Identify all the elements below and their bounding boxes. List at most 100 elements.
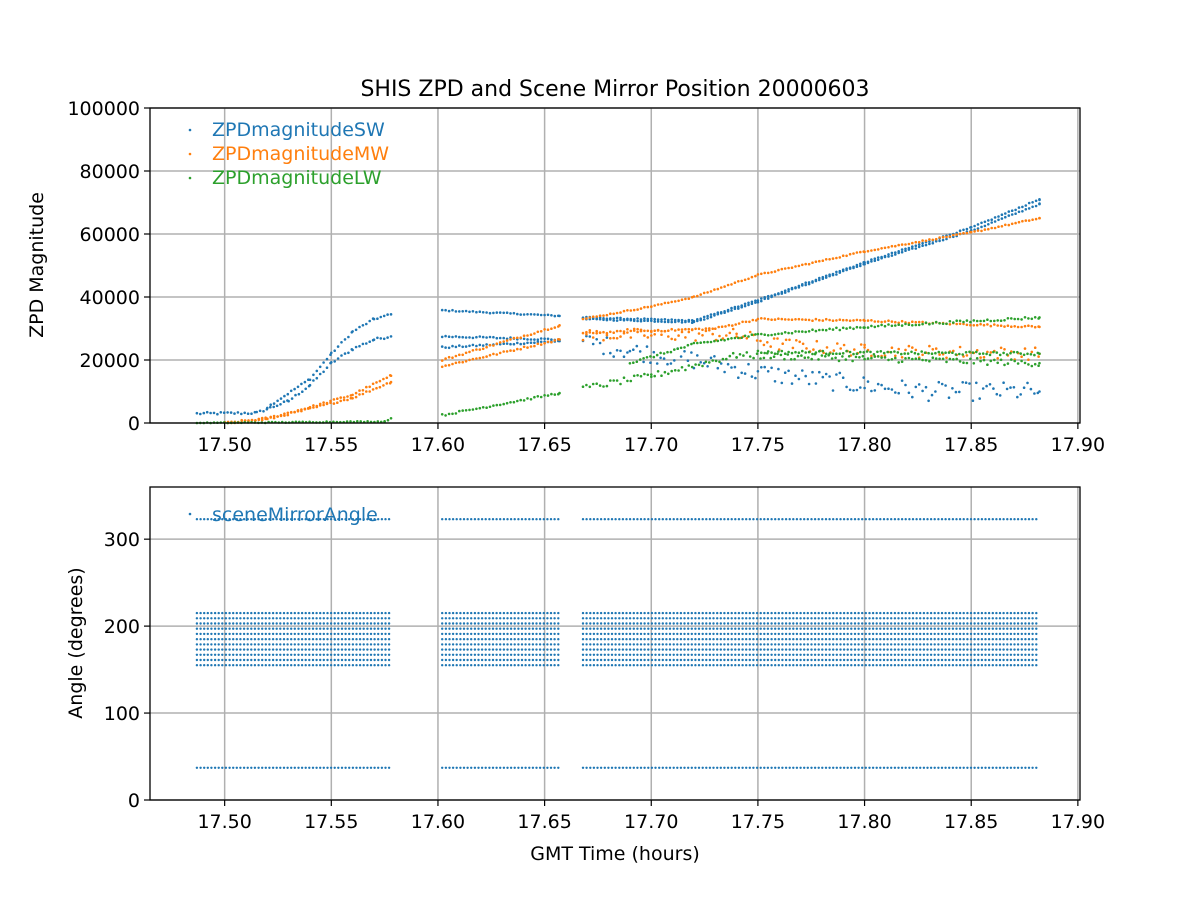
x-tick-label: 17.65: [517, 434, 571, 456]
data-point: [853, 658, 857, 662]
data-point: [1031, 218, 1034, 221]
data-point: [984, 622, 987, 625]
data-point: [199, 664, 202, 667]
data-point: [242, 658, 246, 662]
data-point: [380, 611, 384, 615]
data-point: [814, 329, 818, 333]
data-point: [887, 358, 890, 362]
data-point: [636, 766, 639, 769]
data-point: [366, 611, 369, 615]
data-point: [632, 664, 635, 667]
data-point: [929, 518, 933, 521]
data-point: [795, 766, 799, 769]
data-point: [828, 648, 831, 651]
data-point: [535, 664, 538, 667]
data-point: [549, 627, 553, 630]
data-point: [951, 653, 955, 656]
data-point: [759, 658, 762, 662]
data-point: [699, 318, 702, 322]
data-point: [557, 766, 560, 769]
data-point: [661, 664, 664, 667]
data-point: [470, 627, 473, 630]
data-point: [491, 658, 495, 662]
data-point: [599, 617, 603, 620]
data-point: [210, 632, 213, 636]
data-point: [202, 411, 206, 415]
data-point: [679, 346, 683, 350]
data-point: [384, 653, 387, 656]
data-point: [701, 653, 704, 656]
data-point: [673, 318, 677, 322]
data-point: [628, 638, 632, 641]
data-point: [750, 300, 754, 304]
data-point: [268, 766, 271, 769]
data-point: [246, 617, 249, 620]
data-point: [821, 319, 825, 322]
data-point: [1010, 222, 1014, 226]
data-point: [773, 352, 777, 356]
data-point: [257, 766, 260, 769]
data-point: [770, 766, 773, 769]
data-point: [795, 638, 799, 641]
data-point: [358, 648, 362, 651]
data-point: [868, 653, 871, 656]
data-point: [904, 518, 907, 521]
data-point: [526, 397, 529, 400]
data-point: [319, 653, 322, 656]
data-point: [506, 518, 509, 521]
data-point: [549, 518, 553, 521]
data-point: [697, 627, 701, 630]
data-point: [810, 664, 813, 667]
data-point: [665, 622, 668, 625]
data-point: [509, 648, 513, 651]
data-point: [908, 653, 911, 656]
data-point: [461, 409, 465, 412]
data-point: [842, 638, 846, 641]
data-point: [857, 664, 860, 667]
data-point: [868, 648, 871, 651]
data-point: [672, 627, 675, 630]
data-point: [824, 328, 828, 332]
data-point: [995, 611, 998, 615]
data-point: [358, 617, 362, 620]
data-point: [745, 653, 748, 656]
data-point: [958, 352, 961, 356]
data-point: [875, 632, 878, 636]
data-point: [308, 627, 311, 630]
data-point: [473, 638, 477, 641]
data-point: [893, 766, 897, 769]
data-point: [283, 394, 286, 398]
data-point: [337, 664, 340, 667]
data-point: [499, 658, 502, 662]
data-point: [333, 611, 336, 615]
data-point: [1029, 353, 1033, 356]
series-ZPDmagnitudeLW: [195, 316, 1041, 425]
data-point: [948, 518, 951, 521]
data-point: [904, 648, 907, 651]
data-point: [513, 638, 516, 641]
data-point: [470, 658, 473, 662]
data-point: [763, 317, 766, 320]
data-point: [973, 638, 976, 641]
data-point: [921, 322, 924, 326]
data-point: [875, 627, 878, 630]
data-point: [696, 354, 699, 357]
data-point: [792, 643, 795, 646]
x-tick-label: 17.55: [304, 811, 358, 833]
data-point: [709, 340, 713, 344]
data-point: [195, 617, 199, 620]
data-point: [478, 310, 482, 314]
data-point: [911, 653, 915, 656]
data-point: [275, 653, 278, 656]
data-point: [863, 343, 866, 347]
data-point: [275, 627, 278, 630]
data-point: [639, 638, 643, 641]
data-point: [810, 638, 813, 641]
data-point: [1002, 766, 1005, 769]
data-point: [995, 648, 998, 651]
data-point: [741, 638, 744, 641]
data-point: [224, 627, 228, 630]
data-point: [783, 352, 787, 356]
data-point: [984, 627, 987, 630]
data-point: [535, 518, 538, 521]
